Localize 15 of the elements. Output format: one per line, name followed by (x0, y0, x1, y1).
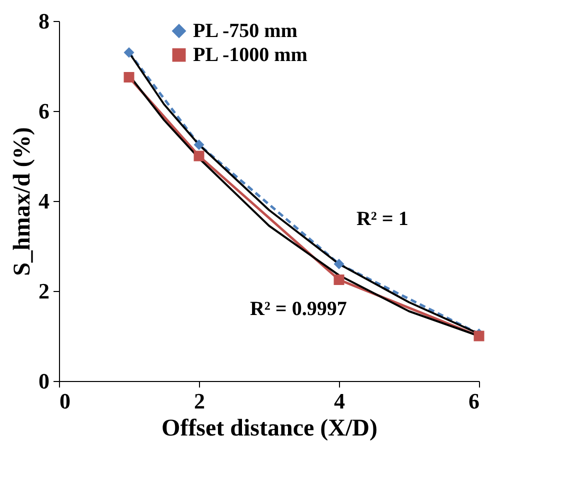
legend-label: PL -750 mm (193, 20, 298, 42)
annotation: R² = 0.9997 (250, 298, 347, 320)
x-tick-label: 0 (60, 388, 70, 414)
x-tick-label: 2 (194, 388, 205, 414)
legend-label: PL -1000 mm (193, 44, 308, 66)
y-axis-title: S_hmax/d (%) (10, 127, 36, 276)
y-tick-label: 0 (38, 368, 50, 394)
x-tick-label: 4 (334, 388, 345, 414)
annotation: R² = 1 (356, 208, 408, 230)
y-tick-label: 6 (38, 98, 50, 124)
y-tick-label: 4 (38, 188, 50, 214)
x-axis-title: Offset distance (X/D) (162, 416, 378, 442)
x-tick-label: 6 (468, 388, 480, 414)
y-tick-label: 2 (38, 278, 50, 304)
y-tick-label: 8 (38, 8, 50, 34)
